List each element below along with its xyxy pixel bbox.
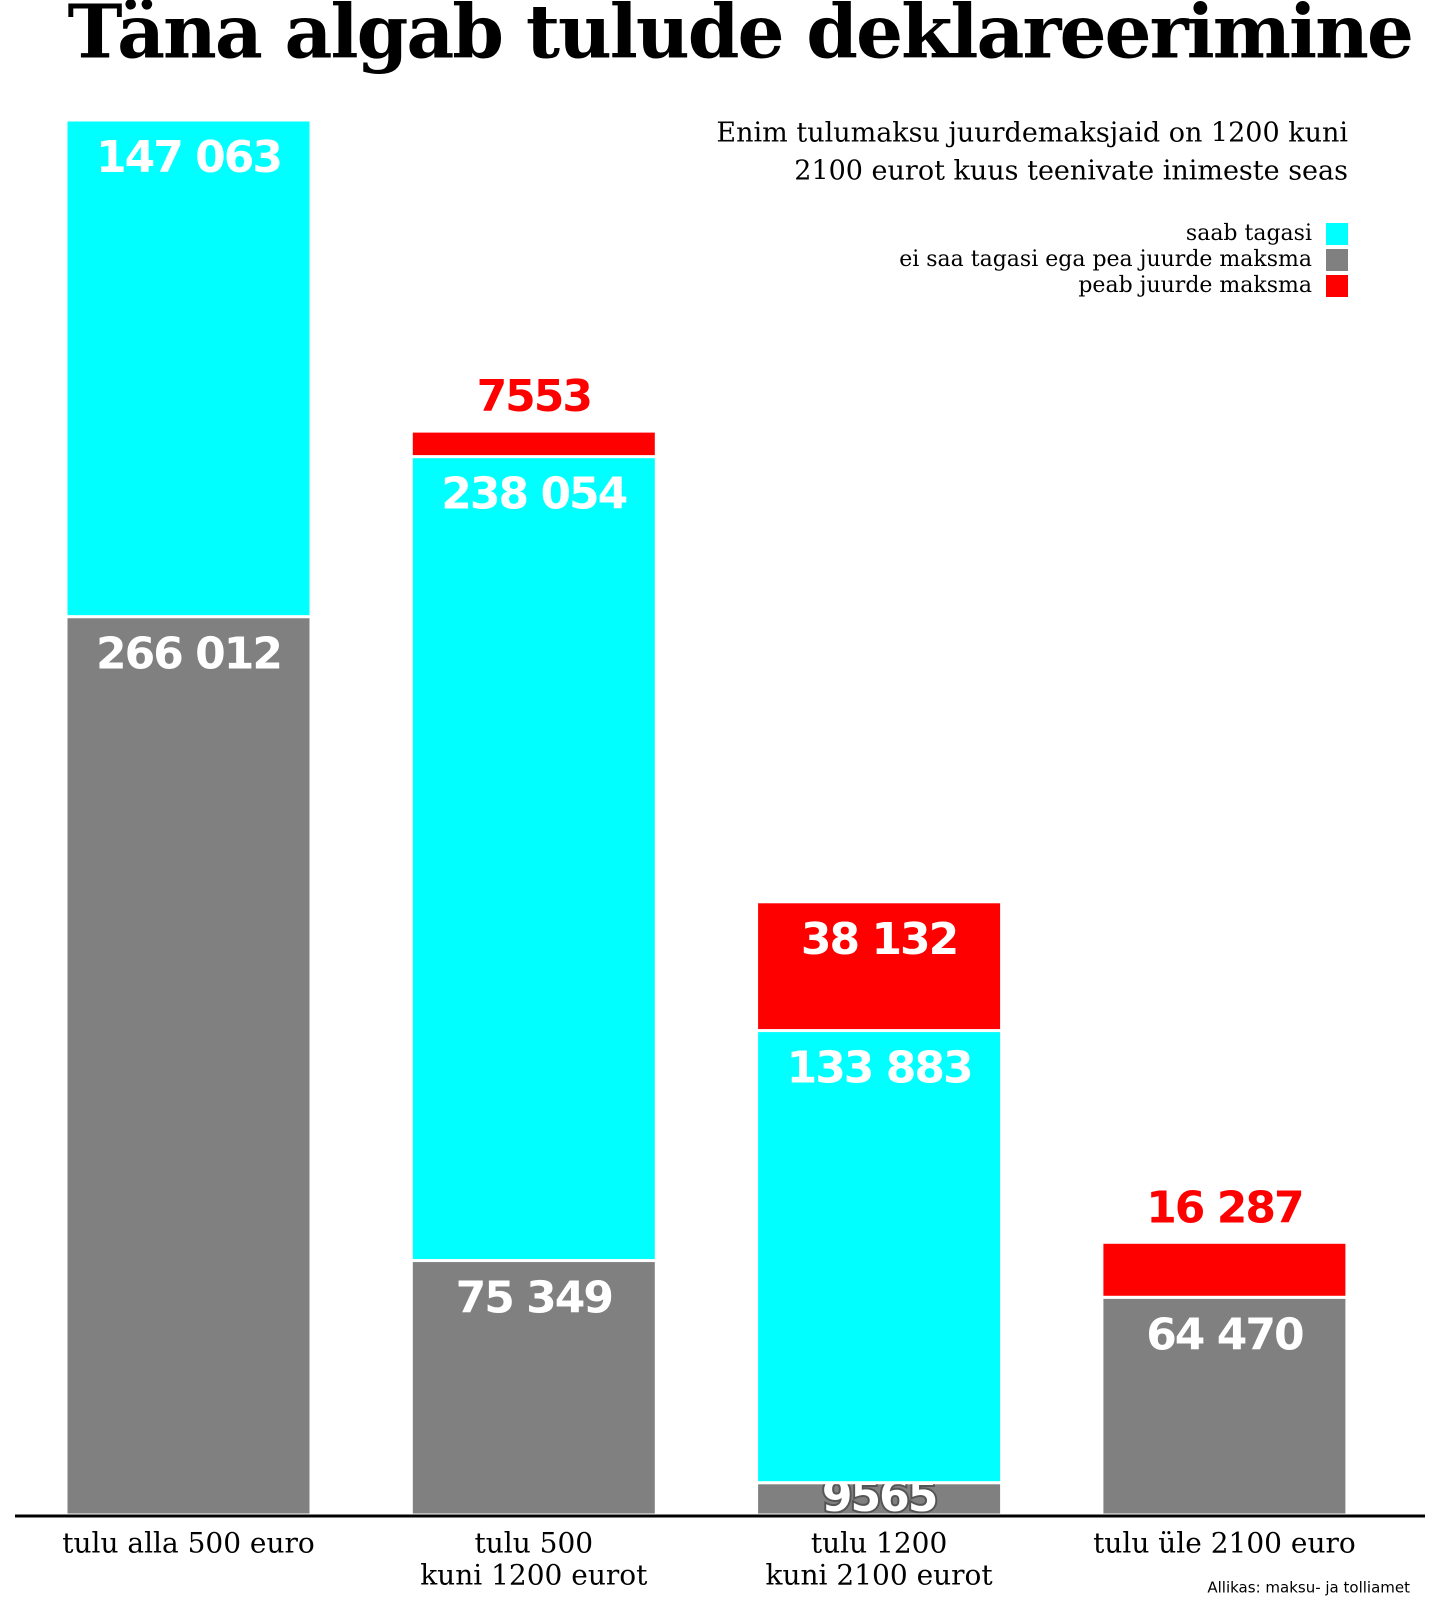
legend-label: saab tagasi xyxy=(1186,221,1312,246)
bar-segment xyxy=(64,118,313,619)
legend-label: peab juurde maksma xyxy=(1078,273,1312,298)
legend-swatch xyxy=(1326,275,1348,297)
value-label: 64 470 xyxy=(1146,1309,1303,1360)
bar-segment xyxy=(1100,1240,1349,1299)
x-tick-label: tulu alla 500 euro xyxy=(62,1527,315,1560)
value-label: 75 349 xyxy=(456,1273,612,1324)
x-tick-label: tulu 500 xyxy=(474,1527,593,1560)
subtitle: Enim tulumaksu juurdemaksjaid on 1200 ku… xyxy=(716,118,1348,149)
value-label: 238 054 xyxy=(441,469,626,520)
value-label: 133 883 xyxy=(787,1043,972,1094)
x-tick-label: tulu üle 2100 euro xyxy=(1093,1527,1356,1560)
bar-segment xyxy=(64,615,313,1517)
legend-swatch xyxy=(1326,223,1348,245)
x-tick-label: kuni 1200 eurot xyxy=(420,1559,648,1592)
subtitle: 2100 eurot kuus teenivate inimeste seas xyxy=(794,156,1348,187)
bar-segment xyxy=(409,429,658,459)
value-label: 266 012 xyxy=(96,629,281,680)
x-tick-label: tulu 1200 xyxy=(811,1527,947,1560)
legend-label: ei saa tagasi ega pea juurde maksma xyxy=(899,247,1312,272)
source: Allikas: maksu- ja tolliamet xyxy=(1207,1579,1410,1597)
value-label: 16 287 xyxy=(1146,1182,1302,1233)
x-tick-label: kuni 2100 eurot xyxy=(766,1559,994,1592)
chart-title: Täna algab tulude deklareerimine xyxy=(68,0,1413,76)
bar-segment xyxy=(755,900,1004,1033)
value-label: 147 063 xyxy=(96,132,281,183)
bar-segment xyxy=(755,1029,1004,1485)
bar-segment xyxy=(409,455,658,1263)
legend-swatch xyxy=(1326,249,1348,271)
value-label: 7553 xyxy=(477,371,591,422)
value-label: 38 132 xyxy=(801,914,957,965)
bar-segment xyxy=(409,1259,658,1517)
